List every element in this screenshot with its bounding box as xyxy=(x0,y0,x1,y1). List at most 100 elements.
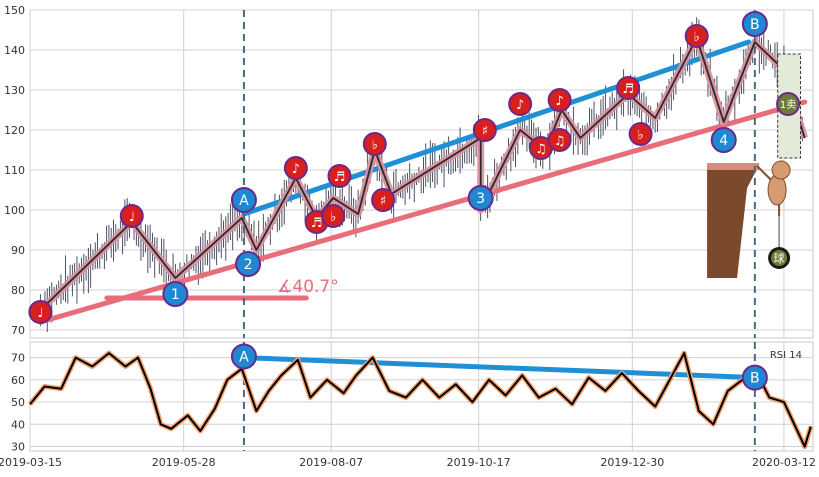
note-marker-label: ♭ xyxy=(694,30,700,45)
rsi-marker: A xyxy=(230,343,257,370)
cliff-illustration xyxy=(707,160,791,278)
note-marker-circle xyxy=(283,156,308,180)
price-ytick-label: 120 xyxy=(4,124,25,137)
wave-marker: A xyxy=(230,187,257,213)
note-marker: ♭ xyxy=(362,132,387,156)
wave-marker-label: 2 xyxy=(244,257,253,273)
note-marker-label: ♪ xyxy=(516,98,524,113)
note-marker: ♪ xyxy=(508,92,533,116)
rsi-ytick-label: 70 xyxy=(11,352,25,365)
note-marker-label: ♫ xyxy=(535,142,547,157)
price-ytick-label: 70 xyxy=(11,324,25,337)
sell-signal-label: 1卖 xyxy=(780,99,796,111)
rsi-legend: RSI 14 xyxy=(770,350,802,361)
wave-marker-circle xyxy=(467,185,494,211)
note-marker-label: ♩ xyxy=(37,306,43,321)
x-tick-label: 2019-03-15 xyxy=(0,456,62,469)
note-marker-label: ♭ xyxy=(372,138,378,153)
wave-marker-circle xyxy=(741,11,768,37)
note-marker-circle xyxy=(547,88,572,112)
wave-marker: 2 xyxy=(235,251,262,277)
price-ytick-label: 130 xyxy=(4,84,25,97)
x-tick-label: 2019-05-28 xyxy=(152,456,216,469)
wave-marker-label: B xyxy=(750,17,760,33)
x-tick-label: 2020-03-12 xyxy=(752,456,816,469)
price-ytick-label: 90 xyxy=(11,244,25,257)
wave-marker-circle xyxy=(162,281,189,307)
note-marker-label: ♬ xyxy=(311,216,323,231)
cliff-top xyxy=(707,163,760,170)
note-marker-label: ♫ xyxy=(554,134,566,149)
wave-marker: 3 xyxy=(467,185,494,211)
ball-inner xyxy=(771,250,788,266)
rsi-ytick-label: 60 xyxy=(11,374,25,387)
note-marker-circle xyxy=(684,24,709,48)
wave-marker: 4 xyxy=(710,127,737,153)
price-ytick-label: 110 xyxy=(4,164,25,177)
note-marker-label: ♯ xyxy=(482,124,488,139)
note-marker-circle xyxy=(362,132,387,156)
note-marker: ♯ xyxy=(472,118,497,142)
wave-marker-label: 4 xyxy=(719,133,728,149)
price-ytick-label: 100 xyxy=(4,204,25,217)
price-ytick-label: 140 xyxy=(4,44,25,57)
x-tick-label: 2019-10-17 xyxy=(447,456,511,469)
wave-marker-label: 3 xyxy=(476,191,485,207)
note-marker-label: ♬ xyxy=(622,82,634,97)
cliff-shape xyxy=(707,165,760,278)
note-marker-circle xyxy=(628,122,653,146)
sell-signal-circle xyxy=(776,92,801,116)
wave-marker-circle xyxy=(230,187,257,213)
note-marker-circle xyxy=(616,76,641,100)
rsi-ytick-label: 30 xyxy=(11,441,25,454)
note-marker-label: ♭ xyxy=(330,210,336,225)
rsi-ytick-label: 40 xyxy=(11,418,25,431)
note-marker-circle xyxy=(28,300,53,324)
rsi-marker-label: B xyxy=(750,371,760,387)
rsi-marker-label: A xyxy=(239,349,249,365)
wave-marker-label: 1 xyxy=(171,287,180,303)
wave-marker-circle xyxy=(235,251,262,277)
rsi-ytick-label: 50 xyxy=(11,396,25,409)
note-marker-circle xyxy=(119,204,144,228)
note-marker-label: ♭ xyxy=(638,128,644,143)
note-marker-label: ♪ xyxy=(555,94,563,109)
note-marker: ♩ xyxy=(119,204,144,228)
price-path xyxy=(39,37,806,311)
rsi-marker: B xyxy=(741,364,768,391)
note-marker-label: ♯ xyxy=(380,194,386,209)
note-marker-circle xyxy=(321,204,346,228)
note-marker: ♪ xyxy=(283,156,308,180)
note-marker-circle xyxy=(371,188,396,212)
wave-marker-circle xyxy=(710,127,737,153)
note-marker: ♭ xyxy=(321,204,346,228)
note-marker-label: ♪ xyxy=(292,162,300,177)
note-marker-circle xyxy=(508,92,533,116)
note-marker-circle xyxy=(327,164,352,188)
ball-label: 球 xyxy=(774,251,785,265)
note-marker-circle xyxy=(472,118,497,142)
wave-marker-label: A xyxy=(239,193,249,209)
wave-marker: B xyxy=(741,11,768,37)
note-marker: ♪ xyxy=(547,88,572,112)
note-marker: ♬ xyxy=(327,164,352,188)
note-marker: ♩ xyxy=(28,300,53,324)
note-marker: ♫ xyxy=(547,128,572,152)
note-marker-circle xyxy=(547,128,572,152)
note-marker: ♯ xyxy=(371,188,396,212)
note-marker: ♭ xyxy=(628,122,653,146)
price-ytick-label: 150 xyxy=(4,4,25,17)
note-marker-label: ♬ xyxy=(334,170,346,185)
rsi-marker-circle xyxy=(741,364,768,391)
rsi-trendline xyxy=(241,355,758,381)
dog-arm xyxy=(756,165,772,181)
price-ytick-label: 80 xyxy=(11,284,25,297)
x-tick-label: 2019-12-30 xyxy=(600,456,664,469)
note-marker-label: ♩ xyxy=(129,210,135,225)
dog-head xyxy=(771,160,791,180)
wave-marker: 1 xyxy=(162,281,189,307)
note-marker: ♭ xyxy=(684,24,709,48)
rsi-path xyxy=(29,352,812,448)
